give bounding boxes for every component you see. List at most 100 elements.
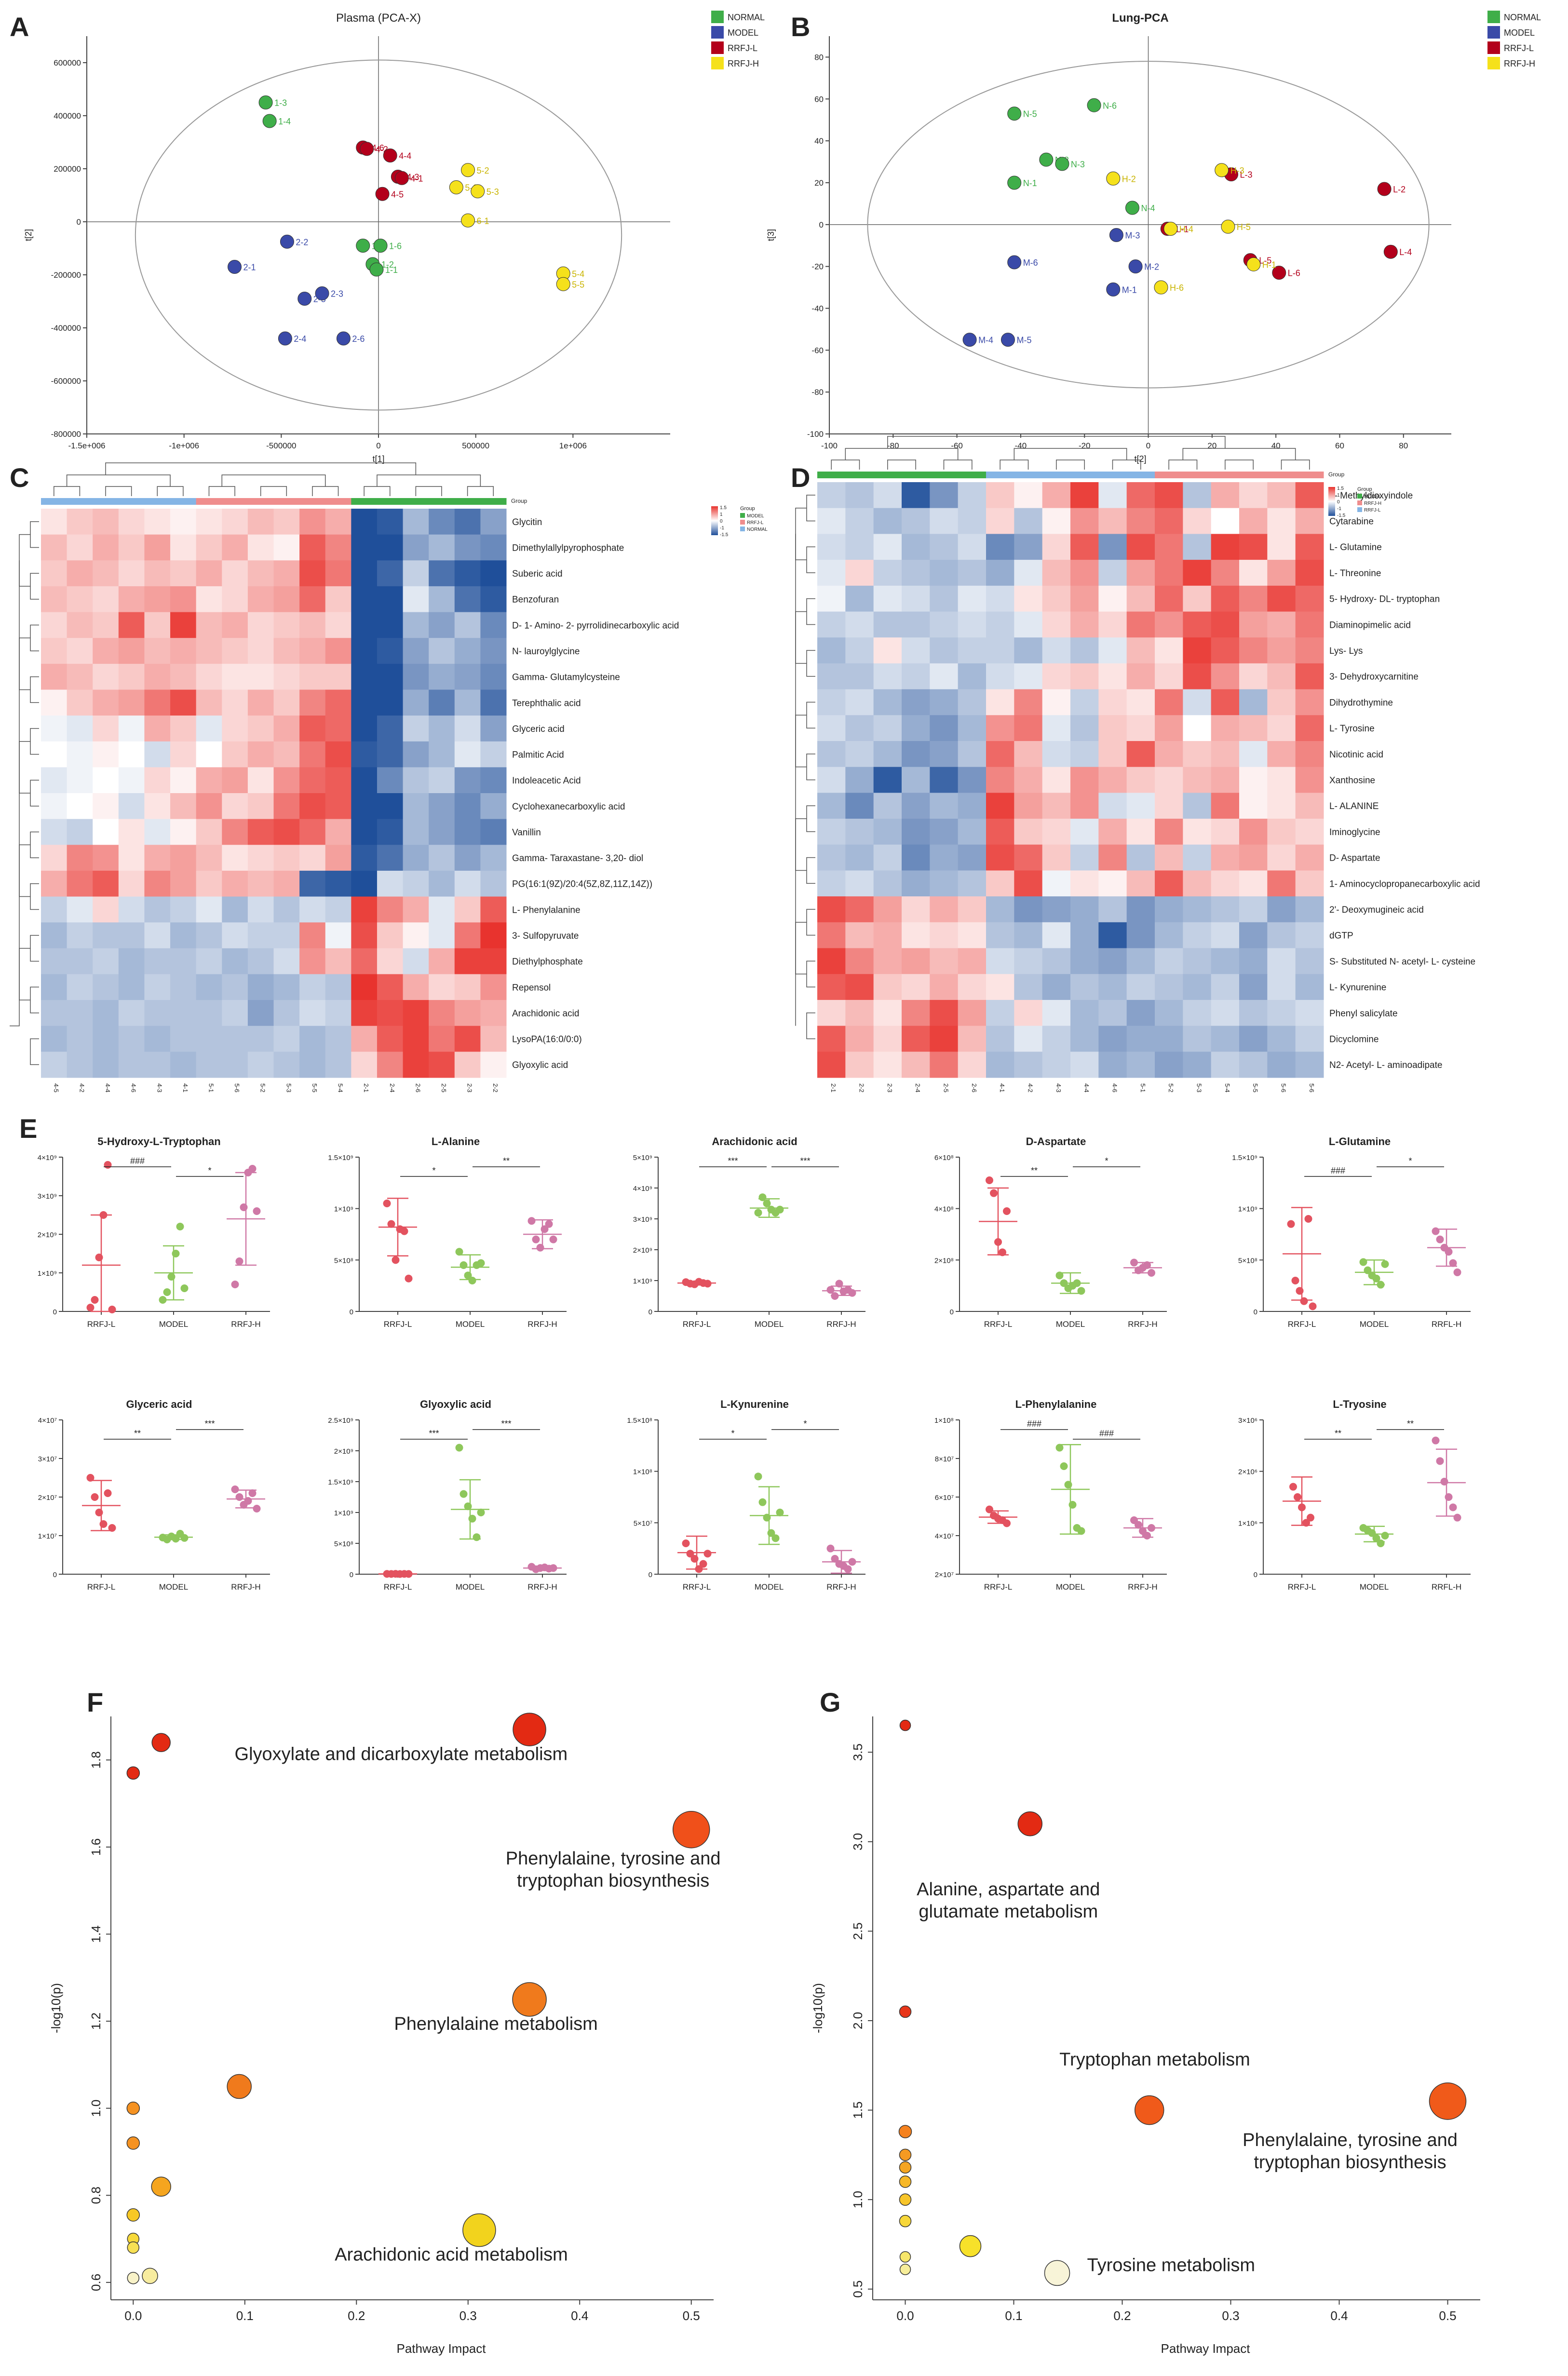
heatmap-cell	[351, 663, 378, 690]
heatmap-cell	[1239, 611, 1268, 638]
point-label: 1-3	[274, 98, 287, 108]
data-dot	[91, 1493, 99, 1501]
score-point	[1007, 176, 1022, 190]
heatmap-cell	[299, 509, 326, 535]
heatmap-cell	[1126, 793, 1155, 819]
heatmap-cell	[41, 560, 68, 587]
heatmap-cell	[873, 508, 902, 534]
dendrogram-branch	[1014, 448, 1127, 460]
data-dot	[1377, 1539, 1385, 1547]
heatmap-cell	[67, 560, 93, 587]
pathway-bubble	[126, 1766, 140, 1780]
heatmap-cell	[1183, 534, 1212, 560]
dendrogram-branch	[795, 507, 807, 560]
data-dot	[703, 1550, 712, 1558]
dendrogram-branch	[795, 715, 807, 768]
column-label: 2-1	[363, 1083, 370, 1093]
significance-label: **	[1031, 1166, 1038, 1175]
pathway-bubble	[899, 2175, 912, 2188]
data-dot	[180, 1534, 189, 1542]
heatmap-cell	[403, 948, 429, 974]
data-dot	[776, 1509, 784, 1516]
point-label: 1-2	[381, 260, 394, 270]
y-tick-label: 1×10⁸	[633, 1468, 652, 1476]
heatmap-cell	[67, 638, 93, 664]
dot-plot: Arachidonic acid 0 1×10⁹ 2×10⁹ 3×10⁹ 4×10⁹ 5×1…	[633, 1135, 865, 1329]
heatmap-cell	[1098, 974, 1127, 1000]
score-point	[1215, 163, 1229, 177]
heatmap-cell	[377, 741, 404, 768]
color-scale-bar	[1328, 487, 1335, 516]
dendrogram-branch	[887, 436, 1226, 448]
legend-swatch	[711, 11, 724, 23]
heatmap-cell	[930, 896, 959, 923]
y-axis-label: t[2]	[24, 229, 33, 241]
heatmap-cell	[118, 845, 145, 871]
heatmap-cell	[480, 767, 507, 794]
heatmap-cell	[873, 819, 902, 845]
group-bar-cell	[958, 472, 987, 478]
heatmap-cell	[1295, 689, 1324, 716]
heatmap-cell	[1267, 508, 1296, 534]
heatmap-cell	[325, 974, 351, 1000]
y-tick-label: 200000	[54, 164, 81, 174]
y-tick-label: -60	[811, 346, 824, 355]
heatmap-cell	[325, 741, 351, 768]
data-dot	[1298, 1503, 1306, 1512]
heatmap-cell	[170, 586, 197, 613]
y-tick-label: 0	[649, 1571, 652, 1579]
significance-label: *	[1105, 1156, 1108, 1166]
data-dot	[771, 1534, 780, 1542]
heatmap-cell	[845, 534, 874, 560]
heatmap-cell	[817, 870, 846, 897]
heatmap-cell	[902, 663, 930, 690]
heatmap-cell	[986, 819, 1014, 845]
y-tick-label: 5×10⁹	[633, 1154, 652, 1162]
heatmap-cell	[377, 1052, 404, 1078]
group-bar-cell	[325, 498, 351, 505]
heatmap-cell	[41, 870, 68, 897]
score-point	[336, 331, 351, 346]
row-label: Glycitin	[512, 517, 542, 527]
column-dendrogram	[831, 436, 1310, 470]
row-label: Glyoxylic acid	[512, 1060, 568, 1070]
x-axis-label: t[1]	[372, 454, 384, 464]
heatmap-cell	[1295, 663, 1324, 690]
data-dot	[999, 1248, 1006, 1256]
y-tick-label: 0.6	[89, 2274, 103, 2291]
heatmap-cell	[480, 741, 507, 768]
group-bar-cell	[377, 498, 404, 505]
heatmap-cell	[273, 922, 300, 949]
score-point	[1109, 228, 1123, 242]
dendrogram-branch	[105, 486, 132, 496]
column-label: 4-6	[130, 1083, 137, 1093]
dot-plot-title: L-Glutamine	[1329, 1135, 1391, 1148]
heatmap-cell	[222, 819, 248, 845]
heatmap-cell	[930, 870, 959, 897]
heatmap-cell	[873, 482, 902, 509]
pathway-bubble	[126, 2208, 140, 2222]
heatmap-cell	[1042, 482, 1071, 509]
color-scale-tick: 1	[1337, 493, 1340, 498]
heatmap-cell	[247, 896, 274, 923]
data-dot	[477, 1259, 485, 1267]
heatmap-cell	[325, 586, 351, 613]
heatmap-cell	[1042, 534, 1071, 560]
heatmap-cell	[299, 716, 326, 742]
heatmap-cell	[196, 1000, 222, 1026]
heatmap-cell	[93, 509, 119, 535]
heatmap-cell	[429, 1026, 455, 1052]
row-label: Benzofuran	[512, 595, 559, 605]
heatmap-cell	[1098, 611, 1127, 638]
score-point	[315, 286, 329, 300]
y-tick-label: 1.8	[89, 1751, 103, 1768]
data-dot	[167, 1273, 176, 1281]
column-label: 2-6	[971, 1083, 978, 1093]
data-dot	[1130, 1258, 1138, 1267]
heatmap-cell	[958, 482, 987, 509]
y-tick-label: 3×10⁹	[38, 1192, 57, 1201]
confidence-ellipse	[135, 59, 622, 411]
heatmap-cell	[403, 793, 429, 820]
heatmap-cell	[902, 1052, 930, 1078]
heatmap-cell	[1183, 793, 1212, 819]
